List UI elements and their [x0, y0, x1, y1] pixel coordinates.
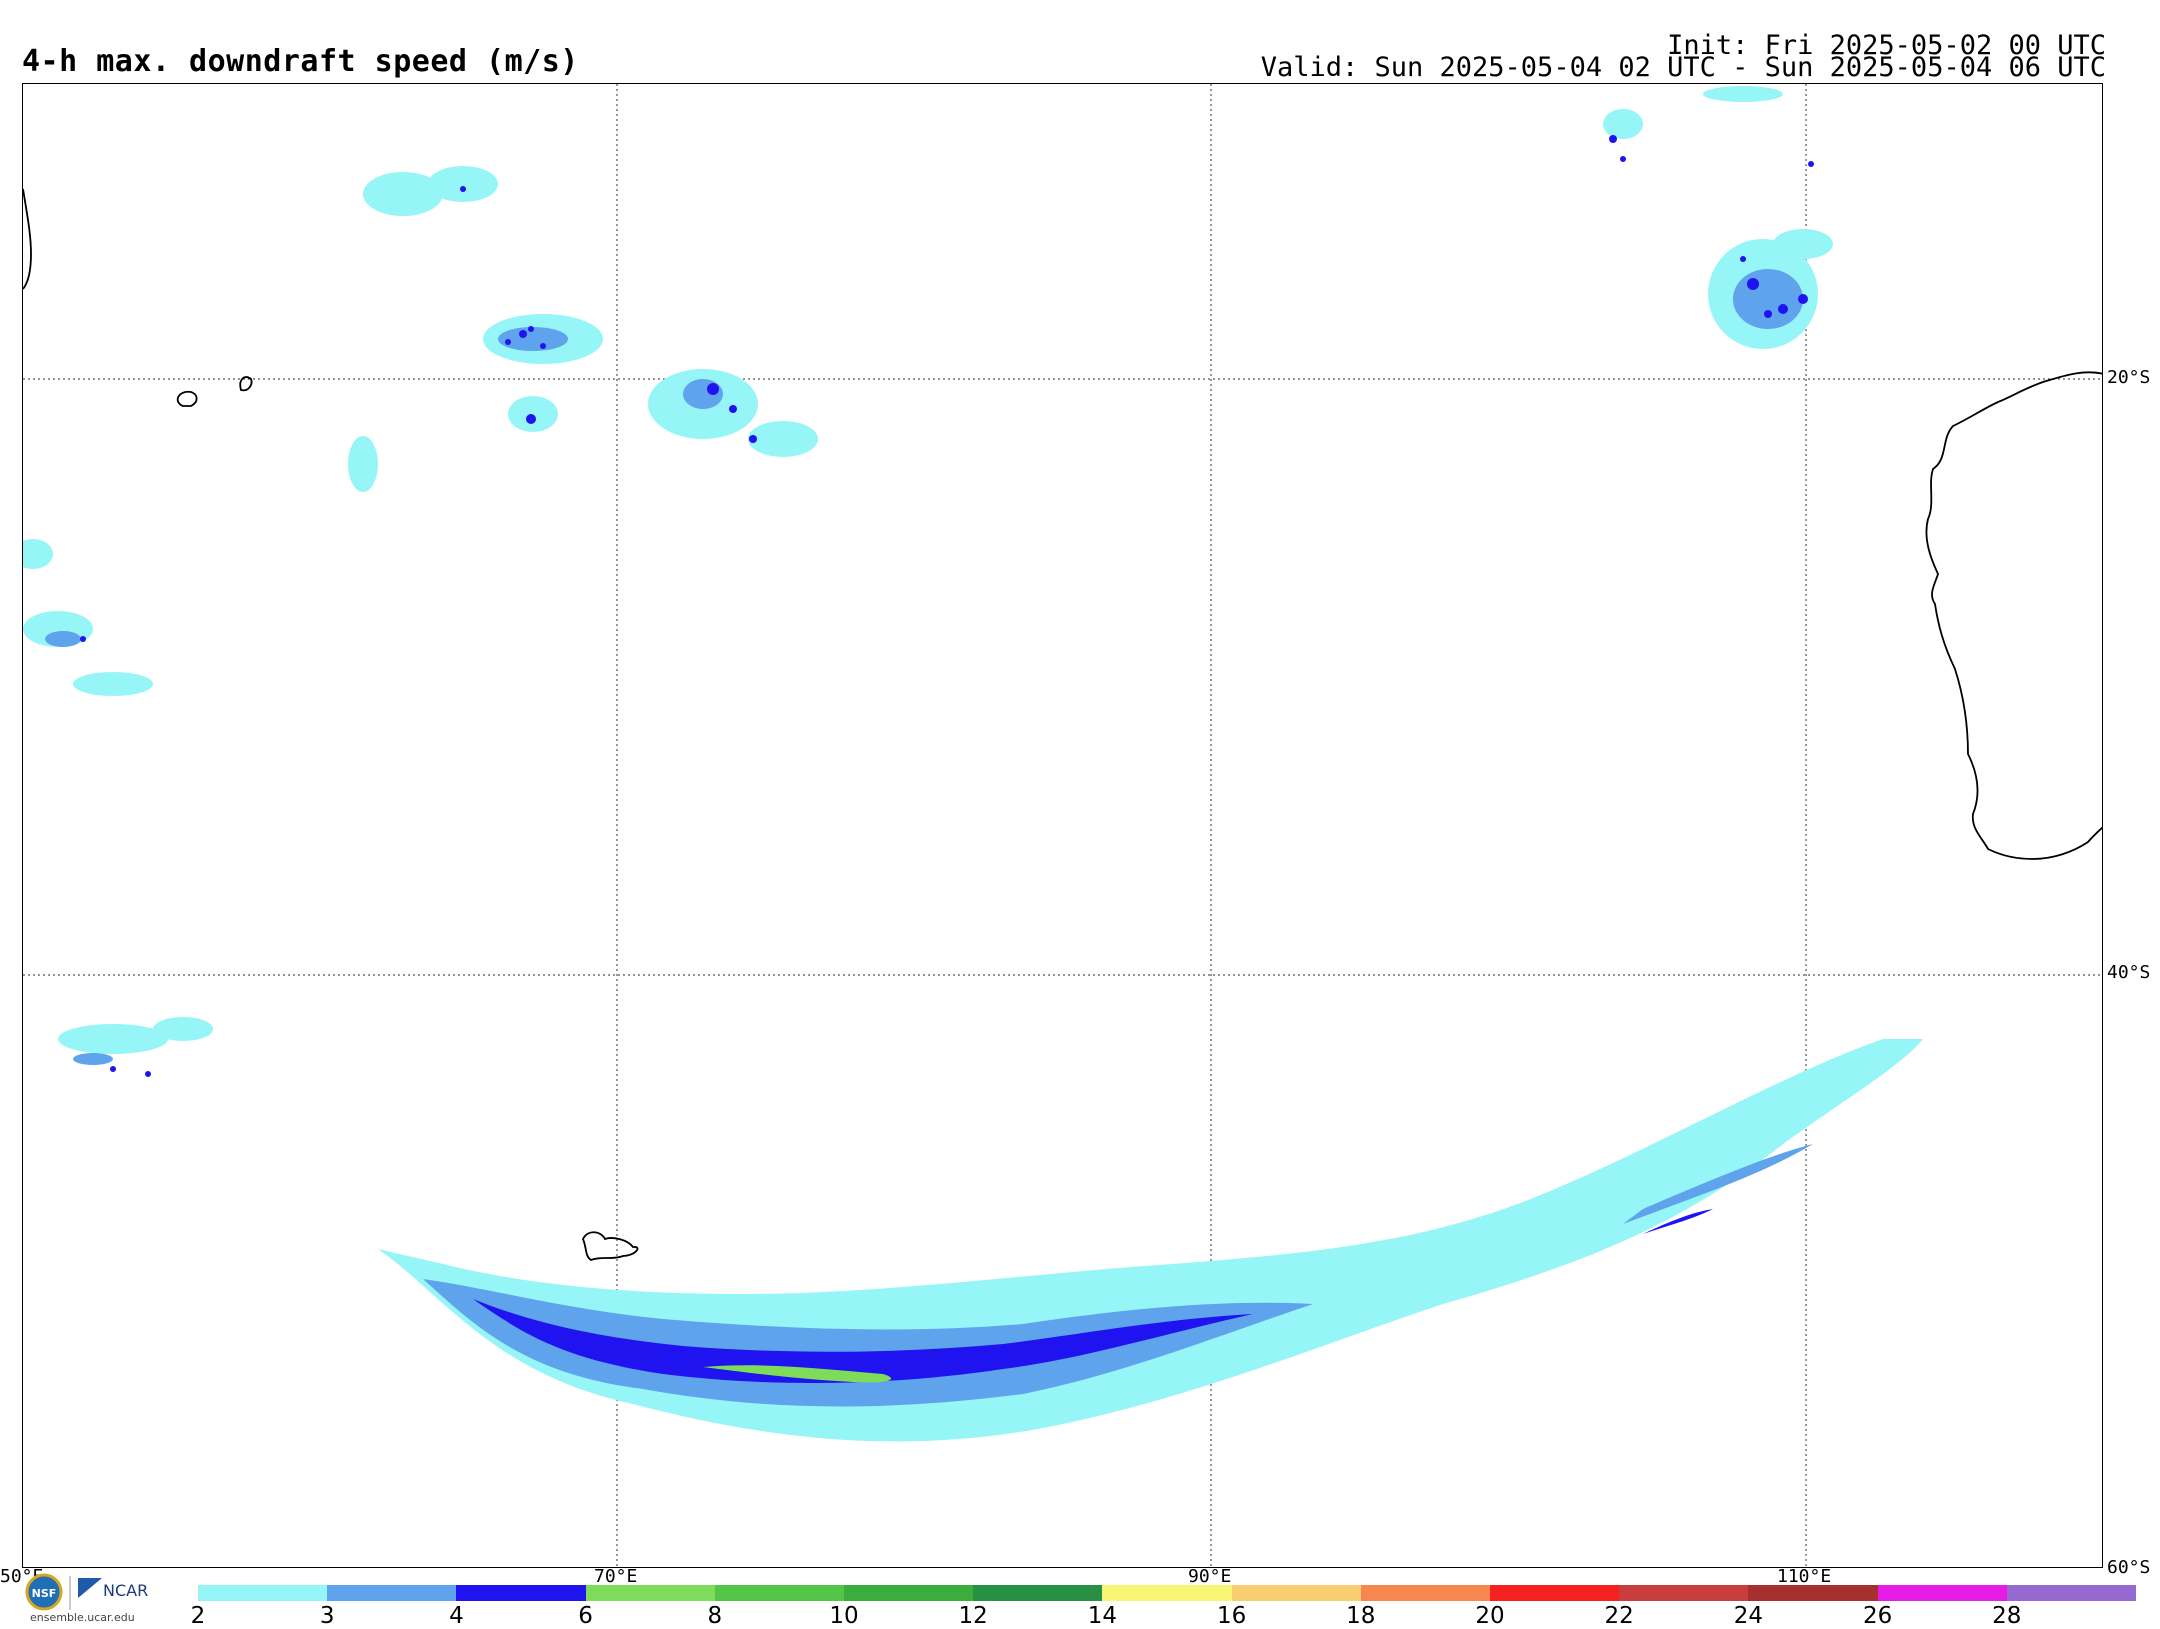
ensemble-url: ensemble.ucar.edu — [30, 1611, 135, 1624]
colorbar-segment — [973, 1585, 1103, 1601]
kerguelen-coast — [582, 1231, 639, 1262]
map-area[interactable] — [22, 83, 2103, 1568]
colorbar — [198, 1585, 2137, 1601]
colorbar-tick-label: 12 — [958, 1603, 988, 1629]
colorbar-tick-label: 22 — [1604, 1603, 1634, 1629]
colorbar-tick-label: 16 — [1216, 1603, 1247, 1629]
init-time: Init: Fri 2025-05-02 00 UTC — [1667, 30, 2106, 61]
colorbar-segment — [1877, 1585, 2007, 1601]
colorbar-segment — [585, 1585, 715, 1601]
graticule — [23, 84, 2102, 1567]
madagascar-coast — [23, 188, 32, 290]
nsf-logo-text: NSF — [32, 1587, 57, 1600]
map-title: 4-h max. downdraft speed (m/s) — [22, 44, 579, 79]
colorbar-segment — [1231, 1585, 1361, 1601]
colorbar-segment — [714, 1585, 845, 1601]
colorbar-tick-label: 10 — [829, 1603, 859, 1629]
colorbar-segment — [456, 1585, 586, 1601]
map-canvas — [23, 84, 2102, 1567]
lat-label-40s: 40°S — [2107, 962, 2151, 983]
convective-cells — [23, 86, 1833, 1077]
colorbar-tick-label: 24 — [1733, 1603, 1764, 1629]
colorbar-segment — [844, 1585, 974, 1601]
colorbar-segment — [1490, 1585, 1620, 1601]
colorbar-tick-label: 8 — [707, 1603, 723, 1629]
colorbar-tick-label: 20 — [1475, 1603, 1505, 1629]
colorbar-tick-label: 6 — [578, 1603, 593, 1629]
lat-label-60s: 60°S — [2107, 1557, 2151, 1578]
colorbar-tick-label: 14 — [1087, 1603, 1118, 1629]
colorbar-segment — [327, 1585, 457, 1601]
ncar-logo-text: NCAR — [103, 1581, 149, 1600]
colorbar-tick-label: 18 — [1346, 1603, 1376, 1629]
downdraft-band — [378, 1039, 1923, 1442]
colorbar-tick-label: 2 — [190, 1603, 206, 1629]
colorbar-tick-label: 3 — [319, 1603, 335, 1629]
colorbar-segment — [1748, 1585, 1878, 1601]
colorbar-tick-label: 26 — [1862, 1603, 1893, 1629]
colorbar-tick-label: 28 — [1992, 1603, 2022, 1629]
coastlines — [23, 188, 2102, 1262]
lon-label-70e: 70°E — [594, 1566, 638, 1587]
australia-coast — [1925, 371, 2102, 860]
colorbar-tick-label: 4 — [449, 1603, 464, 1629]
ncar-logo-icon — [78, 1578, 102, 1598]
nsf-logo-icon — [25, 1573, 63, 1611]
lon-label-90e: 90°E — [1188, 1566, 1232, 1587]
logos: NSF — [25, 1573, 102, 1611]
colorbar-segment — [198, 1585, 328, 1601]
colorbar-segment — [1360, 1585, 1491, 1601]
reunion-coast — [239, 376, 253, 392]
mauritius-coast — [176, 390, 198, 407]
valid-time: Valid: Sun 2025-05-04 02 UTC - Sun 2025-… — [1260, 52, 2106, 83]
lat-label-20s: 20°S — [2107, 367, 2151, 388]
colorbar-segment — [2006, 1585, 2137, 1601]
lon-label-110e: 110°E — [1777, 1566, 1832, 1587]
colorbar-segment — [1619, 1585, 1749, 1601]
colorbar-segment — [1102, 1585, 1232, 1601]
